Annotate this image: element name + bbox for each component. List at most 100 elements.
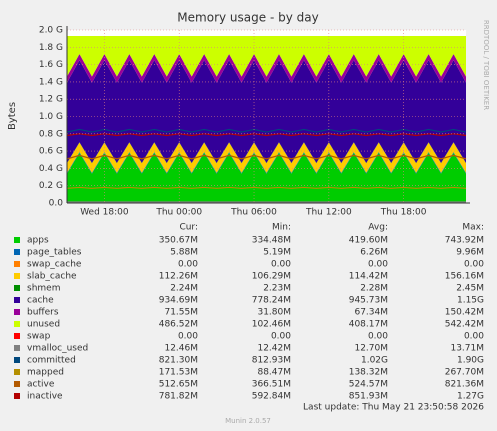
area [67,60,466,164]
stat-value: 945.73M [349,296,388,306]
stat-value: 851.93M [349,392,388,402]
stats-header: Cur: [179,223,198,233]
stat-value: 0.00 [368,260,388,270]
y-axis-label: Bytes [7,102,18,130]
legend-label: inactive [27,392,63,402]
stat-value: 2.28M [360,284,388,294]
stat-value: 12.42M [257,344,291,354]
stat-value: 112.26M [159,272,198,282]
stat-value: 2.23M [263,284,291,294]
stat-value: 821.36M [445,380,484,390]
stat-value: 5.88M [170,248,198,258]
stat-value: 2.45M [456,284,484,294]
line [66,186,467,189]
stat-value: 0.00 [368,332,388,342]
legend-label: unused [27,320,60,330]
area [67,142,466,173]
stat-value: 138.32M [349,368,388,378]
stat-value: 812.93M [252,356,291,366]
y-tick-label: 1.0 G [39,112,63,122]
legend-swatch [14,273,20,279]
stat-value: 9.96M [456,248,484,258]
side-text: RRDTOOL / TOBI OETIKER [482,20,490,110]
y-tick-label: 1.4 G [39,77,63,87]
legend-label: buffers [27,308,59,318]
stat-value: 114.42M [349,272,388,282]
stat-value: 71.55M [164,308,198,318]
legend-label: mapped [27,368,64,378]
stat-value: 6.26M [360,248,388,258]
stat-value: 171.53M [159,368,198,378]
legend-label: slab_cache [27,272,77,282]
line [66,133,467,137]
y-tick-label: 0.6 G [39,147,63,157]
stat-value: 419.60M [349,236,388,246]
stat-value: 1.02G [361,356,388,366]
y-tick-label: 0.8 G [39,129,63,139]
stat-value: 0.00 [178,260,198,270]
y-tick-label: 1.6 G [39,60,63,70]
x-tick-label: Thu 06:00 [230,208,277,218]
legend-swatch [14,369,20,375]
line [66,128,467,133]
stat-value: 524.57M [349,380,388,390]
area [67,152,466,203]
stat-value: 778.24M [252,296,291,306]
legend-swatch [14,237,20,243]
legend-label: shmem [27,284,60,294]
stat-value: 13.71M [450,344,484,354]
stat-value: 150.42M [445,308,484,318]
legend-swatch [14,357,20,363]
stat-value: 5.19M [263,248,291,258]
y-tick-label: 0.2 G [39,181,63,191]
stat-value: 267.70M [445,368,484,378]
legend-swatch [14,261,20,267]
stat-value: 12.70M [354,344,388,354]
stat-value: 1.27G [457,392,484,402]
stat-value: 486.52M [159,320,198,330]
chart-title: Memory usage - by day [177,11,318,25]
last-update: Last update: Thu May 21 23:50:58 2026 [303,403,484,413]
legend-label: apps [27,236,49,246]
legend-label: vmalloc_used [27,344,88,354]
legend-swatch [14,333,20,339]
y-tick-label: 1.8 G [39,43,63,53]
stat-value: 934.69M [159,296,198,306]
y-tick-label: 1.2 G [39,95,63,105]
stat-value: 1.90G [457,356,484,366]
stat-value: 542.42M [445,320,484,330]
stat-value: 31.80M [257,308,291,318]
y-tick-label: 0.4 G [39,164,63,174]
legend-label: page_tables [27,248,82,258]
footer: Munin 2.0.57 [225,417,271,425]
stat-value: 592.84M [252,392,291,402]
stat-value: 2.24M [170,284,198,294]
stat-value: 12.46M [164,344,198,354]
stat-value: 0.00 [271,332,291,342]
area [67,36,466,77]
stat-value: 408.17M [349,320,388,330]
stat-value: 0.00 [464,260,484,270]
stats-header: Avg: [368,223,388,233]
legend-swatch [14,309,20,315]
stat-value: 366.51M [252,380,291,390]
area [67,54,466,83]
stats-header: Max: [462,223,484,233]
legend-swatch [14,381,20,387]
legend-label: active [27,380,55,390]
y-tick-label: 0.0 [49,199,64,209]
stat-value: 1.15G [457,296,484,306]
stat-value: 106.29M [252,272,291,282]
stat-value: 821.30M [159,356,198,366]
stat-value: 743.92M [445,236,484,246]
x-tick-label: Thu 18:00 [380,208,427,218]
y-tick-label: 2.0 G [39,26,63,36]
stat-value: 334.48M [252,236,291,246]
stat-value: 350.67M [159,236,198,246]
x-tick-label: Wed 18:00 [80,208,129,218]
x-tick-label: Thu 00:00 [155,208,202,218]
stat-value: 781.82M [159,392,198,402]
legend-label: cache [27,296,54,306]
stat-value: 88.47M [257,368,291,378]
